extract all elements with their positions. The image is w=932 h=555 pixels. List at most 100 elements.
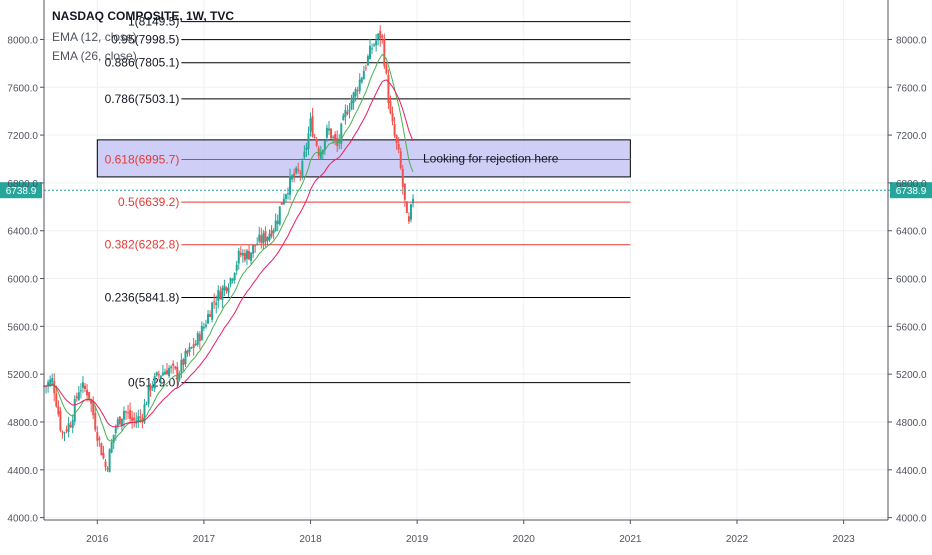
fib-level-label: 0.886(7805.1) [105, 56, 180, 70]
y-tick-label-right: 7200.0 [896, 131, 927, 142]
candle-body [405, 202, 408, 213]
candle-body [409, 204, 412, 220]
candle-body [284, 194, 287, 199]
candle-body [276, 220, 279, 225]
candle-body [118, 416, 121, 425]
candle-body [221, 287, 224, 301]
candle-body [176, 366, 179, 380]
candle-body [332, 136, 335, 138]
candle-body [112, 434, 115, 443]
candle-body [207, 314, 210, 324]
candle-body [114, 427, 117, 433]
candle-body [108, 449, 111, 473]
candle-body [47, 382, 50, 387]
candle-body [79, 390, 82, 392]
y-tick-label-left: 7600.0 [7, 83, 38, 94]
last-price-label-left: 6738.9 [6, 186, 37, 197]
candle-body [196, 333, 199, 345]
candle-body [98, 438, 101, 440]
candle-body [280, 202, 283, 205]
candle-body [309, 118, 312, 132]
candle-body [233, 273, 236, 281]
ema26-legend[interactable]: EMA (26, close) [52, 49, 137, 63]
candle-body [256, 243, 259, 245]
candle-body [319, 151, 322, 159]
candle-body [371, 48, 374, 50]
candle-body [94, 413, 97, 430]
candle-body [344, 109, 347, 117]
fib-level-label: 0.236(5841.8) [105, 290, 180, 304]
candle-body [149, 385, 152, 391]
candle-body [250, 252, 253, 261]
candle-body [391, 113, 394, 122]
candle-body [266, 237, 269, 241]
fib-level-label: 0(5129.0) [128, 376, 179, 390]
y-tick-label-left: 6000.0 [7, 275, 38, 286]
candle-body [217, 290, 220, 301]
candle-body [157, 373, 160, 376]
candle-body [204, 324, 207, 327]
y-tick-label-right: 4400.0 [896, 466, 927, 477]
ema12-line [43, 53, 414, 442]
candle-body [258, 234, 261, 242]
candle-body [55, 393, 58, 407]
candle-body [81, 382, 84, 388]
candle-body [145, 404, 148, 406]
candle-body [293, 173, 296, 176]
candle-body [330, 128, 333, 139]
candle-body [166, 370, 169, 375]
candle-body [194, 343, 197, 346]
candle-body [245, 250, 248, 259]
fib-level-label: 1(8149.5) [128, 15, 179, 29]
fib-level-label: 0.95(7998.5) [111, 33, 179, 47]
ema12-legend[interactable]: EMA (12, close) [52, 30, 137, 44]
candle-body [223, 285, 226, 291]
candle-body [368, 46, 371, 60]
rejection-zone[interactable] [96, 139, 631, 178]
annotation-text[interactable]: Looking for rejection here [423, 151, 559, 165]
candle-body [180, 359, 183, 373]
candle-body [241, 252, 244, 256]
y-tick-label-left: 8000.0 [7, 35, 38, 46]
candle-body [348, 109, 351, 112]
candle-body [291, 175, 294, 180]
candle-body [389, 101, 392, 114]
candle-body [354, 88, 357, 97]
y-tick-label-left: 7200.0 [7, 131, 38, 142]
candle-body [106, 468, 109, 470]
candle-body [375, 40, 378, 46]
candle-body [84, 385, 87, 390]
candle-body [125, 411, 128, 413]
candle-body [75, 396, 78, 399]
candle-body [122, 410, 125, 420]
candle-body [282, 198, 285, 205]
candle-body [209, 314, 212, 317]
candle-body [327, 128, 330, 131]
x-tick-label: 2023 [832, 534, 855, 545]
last-price-badge-right [890, 182, 932, 199]
candle-body [381, 35, 384, 38]
candle-body [188, 346, 191, 352]
candle-body [168, 368, 171, 377]
last-price-badge-left [0, 182, 42, 199]
candle-body [254, 244, 257, 247]
candle-body [227, 287, 230, 293]
candle-body [161, 372, 164, 376]
candle-body [229, 278, 232, 285]
candle-body [69, 425, 72, 428]
candle-body [360, 77, 363, 83]
candle-body [407, 216, 410, 222]
candle-body [274, 220, 277, 232]
candle-body [270, 230, 273, 237]
candle-body [65, 429, 68, 432]
candle-body [286, 193, 289, 195]
y-tick-label-left: 4000.0 [7, 514, 38, 525]
candle-body [159, 375, 162, 379]
axes: 4000.0 4000.0 4400.0 4400.0 4800.0 4800.0 5200… [7, 0, 927, 545]
candle-body [200, 325, 203, 341]
candle-body [231, 279, 234, 281]
candle-body [174, 366, 177, 369]
